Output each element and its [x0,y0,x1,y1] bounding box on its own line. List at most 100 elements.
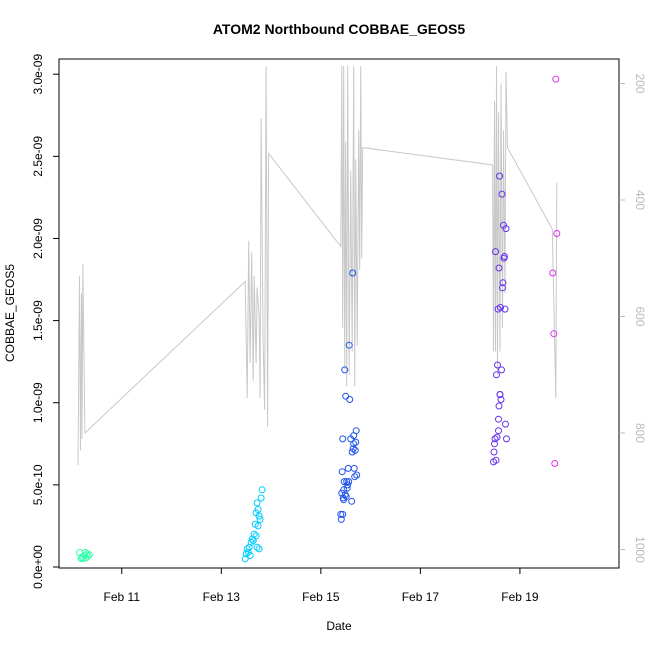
data-point-s3-p3 [491,435,499,443]
data-point-s2-p21 [349,269,357,277]
data-point-s2-p31 [348,448,356,456]
data-point-s2-p17 [345,341,353,349]
data-point-s3-p28 [495,402,503,410]
data-point-s3-p5 [492,456,500,464]
x-axis: Feb 11 Feb 13 Feb 15 Feb 17 Feb 19 [104,568,539,604]
data-point-s3-p2 [491,440,498,448]
data-point-s3-p29 [496,391,504,398]
data-point-s1-p21 [255,545,263,553]
data-point-s2-p30 [350,432,358,440]
data-point-s1-p9 [250,530,258,538]
data-point-s2-p0 [337,510,345,518]
data-point-s4-p2 [551,460,559,467]
data-point-s1-p15 [256,515,264,523]
data-point-s2-p26 [352,438,360,446]
x-axis-label: Date [326,619,352,633]
data-point-s2-p1 [337,515,345,523]
y-tick-label-2: 1.0e-09 [31,382,45,423]
right-axis: 200 400 600 800 1000 [619,73,647,563]
data-point-s2-p28 [353,471,361,479]
data-point-s3-p15 [497,396,505,403]
data-point-s3-p24 [502,420,509,428]
x-tick-label-4: Feb 19 [501,590,539,604]
data-point-s4-p1 [550,330,558,338]
data-point-s1-p19 [252,532,260,540]
data-point-s1-p1 [242,550,250,558]
data-point-s2-p8 [341,366,349,374]
data-point-s3-p4 [492,248,499,256]
right-tick-label-3: 800 [633,423,647,443]
data-point-s3-p27 [495,427,502,435]
data-point-s2-p24 [350,464,358,472]
data-point-s1-p12 [253,499,261,507]
data-point-s3-p11 [495,264,503,272]
pressure-line [77,65,558,466]
data-point-s2-p20 [348,497,356,505]
data-point-s4-p0 [549,269,557,277]
data-point-s2-p15 [344,464,352,472]
data-point-s4-p4 [553,230,561,237]
data-point-s3-p12 [496,172,503,180]
y-axis: 0.0e+00 5.0e-10 1.0e-09 1.5e-09 2.0e-09 2.5e-… [31,54,59,589]
data-point-s2-p12 [343,478,351,486]
data-point-s3-p17 [498,190,506,198]
data-point-s2-p22 [349,445,357,453]
right-tick-label-1: 400 [633,190,647,210]
data-point-s3-p26 [503,435,510,443]
y-tick-label-3: 1.5e-09 [31,300,45,341]
data-point-s3-p16 [498,366,505,374]
data-point-s2-p6 [340,486,348,494]
data-point-s1-p0 [241,555,249,563]
y-tick-label-6: 3.0e-09 [31,54,45,95]
pressure-line-layer [77,65,558,466]
y-tick-label-4: 2.0e-09 [31,218,45,259]
data-point-s3-p10 [495,415,502,423]
data-point-s1-p2 [243,545,251,553]
data-point-s3-p14 [497,304,504,311]
chart-title: ATOM2 Northbound COBBAE_GEOS5 [213,21,465,37]
x-tick-label-0: Feb 11 [104,590,141,604]
plot-frame [58,58,620,569]
data-point-s1-p17 [258,486,266,494]
x-tick-label-1: Feb 13 [203,590,241,604]
scatter-points-layer [76,75,561,563]
data-point-s2-p33 [340,496,348,504]
data-point-s3-p19 [499,279,507,287]
right-tick-label-2: 600 [633,306,647,326]
data-point-s2-p18 [346,396,354,403]
data-point-s1-p14 [255,512,263,520]
data-point-s3-p18 [499,284,506,292]
data-point-s2-p16 [345,478,353,486]
x-tick-label-2: Feb 15 [302,590,340,604]
data-point-s1-p18 [254,522,262,530]
data-point-s2-p3 [338,468,346,476]
data-point-s1-p5 [246,552,254,559]
data-point-s2-p4 [339,435,347,443]
data-point-s2-p32 [339,510,347,518]
data-point-s3-p8 [494,361,501,369]
data-point-s1-p20 [253,543,261,551]
data-point-s3-p7 [493,433,501,441]
y-axis-label: COBBAE_GEOS5 [3,264,17,362]
data-point-s2-p23 [350,440,358,448]
data-point-s2-p13 [343,484,351,492]
data-point-s1-p6 [247,538,255,546]
right-tick-label-0: 200 [633,73,647,93]
data-point-s4-p3 [552,75,560,83]
data-point-s2-p25 [351,473,359,481]
data-point-s3-p1 [490,448,498,456]
y-tick-label-5: 2.5e-09 [31,136,45,177]
data-point-s2-p10 [342,392,350,400]
x-tick-label-3: Feb 17 [402,590,440,604]
data-point-s2-p9 [341,491,349,499]
data-point-s3-p25 [502,225,510,233]
y-tick-label-0: 0.0e+00 [31,545,45,589]
data-point-s0-p8 [77,555,85,562]
right-tick-label-4: 1000 [633,536,647,563]
data-point-s1-p13 [254,506,262,513]
data-point-s3-p23 [501,305,509,313]
data-point-s1-p16 [257,494,265,502]
data-point-s0-p9 [81,548,89,556]
y-tick-label-1: 5.0e-10 [31,464,45,505]
